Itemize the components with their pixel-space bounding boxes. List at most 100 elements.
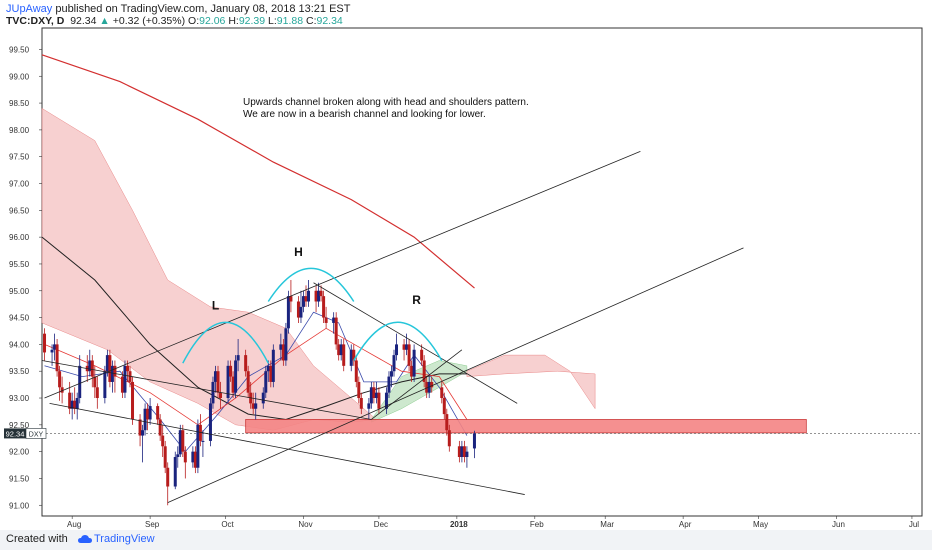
- open-label: O:: [188, 15, 200, 27]
- candle-body: [472, 433, 476, 449]
- sma-200-line: [41, 54, 475, 289]
- candle-body: [156, 406, 160, 420]
- neckline-right: [371, 349, 463, 420]
- candle-body: [354, 360, 358, 382]
- low-label: L:: [268, 15, 277, 27]
- candle-body: [392, 355, 396, 372]
- high-label: H:: [228, 15, 239, 27]
- candle-body: [120, 376, 124, 393]
- candle-body: [457, 446, 461, 458]
- candle-body: [110, 365, 114, 382]
- candle-body: [269, 365, 273, 382]
- candle-body: [55, 344, 59, 372]
- candle-body: [377, 392, 381, 409]
- symbol-label: TVC:DXY, D: [6, 15, 65, 27]
- low-value: 91.88: [276, 15, 304, 27]
- candle-body: [216, 371, 220, 393]
- x-tick-label: Apr: [679, 520, 692, 529]
- candle-body: [193, 451, 197, 468]
- candle-body: [357, 381, 361, 399]
- candle-body: [191, 451, 195, 463]
- x-tick-label: Sep: [145, 520, 160, 529]
- candle-body: [460, 446, 464, 458]
- footer-bar: Created with TradingView: [0, 530, 932, 550]
- candle-body: [425, 381, 429, 393]
- candle-body: [349, 349, 353, 366]
- candle-body: [407, 344, 411, 366]
- open-value: 92.06: [199, 15, 226, 27]
- candle-body: [131, 381, 135, 420]
- pattern-label-r: R: [412, 293, 421, 307]
- candle-body: [374, 392, 378, 399]
- candle-body: [462, 446, 466, 458]
- y-tick-label: 91.00: [9, 501, 30, 510]
- candle-body: [201, 440, 205, 442]
- candle-body: [369, 387, 373, 404]
- candle-body: [226, 365, 230, 399]
- candle-body: [113, 365, 117, 377]
- x-tick-label: Oct: [221, 520, 234, 529]
- author-link[interactable]: JUpAway: [6, 3, 53, 15]
- x-tick-label: Mar: [600, 520, 614, 529]
- candle-body: [447, 430, 451, 447]
- candle-body: [50, 349, 54, 353]
- candle-body: [372, 387, 376, 399]
- candle-body: [319, 290, 323, 297]
- candle-body: [234, 360, 238, 393]
- annotation-line: Upwards channel broken along with head a…: [243, 97, 529, 108]
- candle-body: [332, 317, 336, 323]
- candle-body: [95, 387, 99, 399]
- x-tick-label: Dec: [374, 520, 388, 529]
- y-tick-label: 98.50: [9, 99, 30, 108]
- candle-body: [266, 365, 270, 372]
- candle-body: [442, 398, 446, 415]
- tradingview-brand[interactable]: TradingView: [94, 533, 155, 545]
- channel-upper-trendline: [44, 150, 641, 399]
- candle-body: [158, 419, 162, 436]
- candle-body: [146, 408, 150, 420]
- candle-body: [244, 355, 248, 372]
- y-tick-label: 93.50: [9, 367, 30, 376]
- candle-body: [289, 296, 293, 302]
- candle-body: [181, 430, 185, 452]
- candle-body: [254, 403, 258, 409]
- y-tick-label: 97.00: [9, 180, 30, 189]
- high-value: 92.39: [238, 15, 266, 27]
- y-tick-label: 99.00: [9, 72, 30, 81]
- price-chart[interactable]: 99.50 99.00 98.50 98.00 97.50 97.00 96.50 96.00…: [0, 0, 932, 530]
- candle-body: [73, 400, 77, 409]
- pattern-label-l: L: [212, 299, 219, 313]
- candle-body: [395, 344, 399, 356]
- candle-body: [60, 387, 64, 393]
- candle-body: [176, 454, 180, 458]
- candle-body: [440, 387, 444, 399]
- candle-body: [198, 424, 202, 441]
- candle-body: [284, 328, 288, 361]
- candle-body: [148, 406, 152, 420]
- candle-body: [213, 371, 217, 382]
- candle-body: [78, 365, 82, 399]
- candle-body: [430, 381, 434, 388]
- candle-body: [301, 296, 305, 307]
- y-tick-label: 97.50: [9, 153, 30, 162]
- symbol-tag-label: DXY: [29, 431, 44, 438]
- y-tick-label: 95.00: [9, 287, 30, 296]
- neckline-left: [41, 360, 372, 420]
- candle-body: [161, 435, 165, 447]
- candle-body: [178, 430, 182, 455]
- ichimoku-cloud-future: [466, 354, 596, 410]
- channel-lower-trendline: [167, 247, 744, 503]
- candle-body: [173, 457, 177, 487]
- candle-body: [264, 371, 268, 393]
- x-tick-label: Aug: [67, 520, 81, 529]
- candle-body: [105, 355, 109, 372]
- candle-body: [43, 333, 47, 353]
- up-arrow-icon: ▲: [99, 15, 110, 27]
- right-shoulder-arc: [353, 321, 443, 361]
- candle-body: [251, 403, 255, 409]
- close-value: 92.34: [316, 15, 343, 27]
- candle-body: [286, 296, 290, 329]
- candle-body: [138, 419, 142, 436]
- symbol-tag-bg: [25, 428, 47, 439]
- candle-body: [103, 371, 107, 399]
